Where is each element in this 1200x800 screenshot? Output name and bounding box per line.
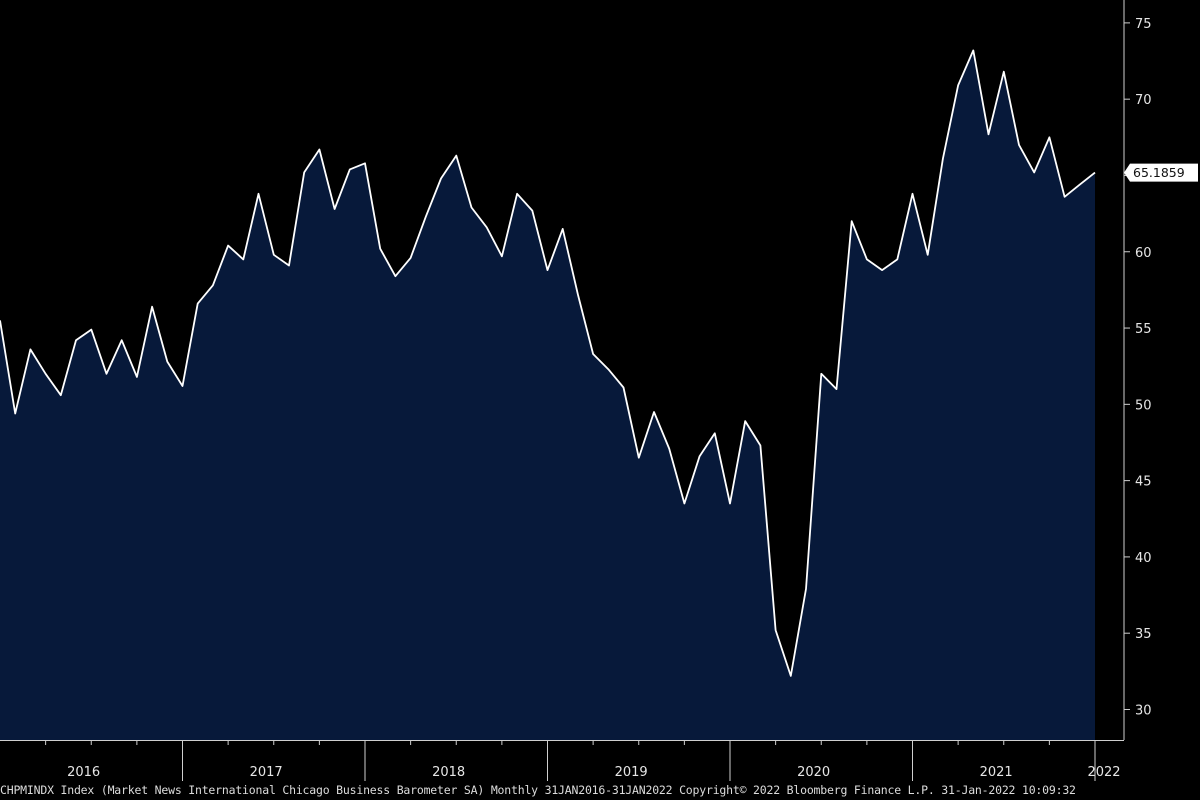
x-year-label: 2022 (1087, 765, 1120, 780)
y-tick-label: 50 (1135, 398, 1152, 413)
x-year-label: 2019 (615, 765, 648, 780)
y-tick-label: 55 (1135, 322, 1152, 337)
y-tick-label: 45 (1135, 475, 1152, 490)
series-area-fill (0, 50, 1095, 740)
x-year-label: 2021 (980, 765, 1013, 780)
x-year-label: 2018 (432, 765, 465, 780)
chart-footer-caption: CHPMINDX Index (Market News Internationa… (0, 783, 1076, 797)
y-tick-label: 30 (1135, 703, 1152, 718)
y-tick-label: 75 (1135, 17, 1152, 32)
x-year-label: 2016 (67, 765, 100, 780)
last-value-box (1124, 163, 1198, 182)
y-axis: 30354045505560657075 (1123, 0, 1152, 740)
x-year-label: 2020 (797, 765, 830, 780)
x-year-label: 2017 (250, 765, 283, 780)
y-tick-label: 70 (1135, 93, 1152, 108)
last-value-label: 65.1859 (1133, 165, 1185, 180)
x-axis: 2016 2017 2018 2019 2020 2021 2022 (0, 740, 1124, 781)
y-tick-label: 60 (1135, 246, 1152, 261)
series-line (0, 49, 1096, 677)
y-tick-label: 35 (1135, 627, 1152, 642)
last-value-marker: 65.1859 (1124, 163, 1198, 182)
y-tick-label: 40 (1135, 551, 1152, 566)
